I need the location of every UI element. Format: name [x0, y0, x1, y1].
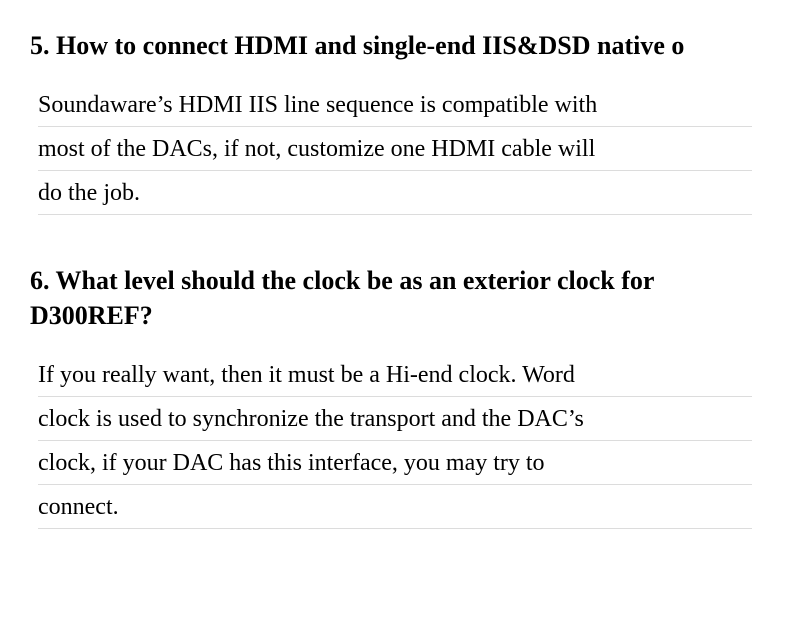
- faq-heading-5: 5. How to connect HDMI and single-end II…: [30, 28, 760, 63]
- body-line: most of the DACs, if not, customize one …: [38, 127, 752, 171]
- faq-body-5: Soundaware’s HDMI IIS line sequence is c…: [38, 83, 752, 215]
- body-line: do the job.: [38, 171, 752, 215]
- body-line: Soundaware’s HDMI IIS line sequence is c…: [38, 83, 752, 127]
- body-line: connect.: [38, 485, 752, 529]
- body-line: If you really want, then it must be a Hi…: [38, 353, 752, 397]
- body-line: clock is used to synchronize the transpo…: [38, 397, 752, 441]
- section-gap: [30, 215, 760, 263]
- faq-section-5: 5. How to connect HDMI and single-end II…: [30, 28, 760, 215]
- body-line: clock, if your DAC has this interface, y…: [38, 441, 752, 485]
- faq-body-6: If you really want, then it must be a Hi…: [38, 353, 752, 529]
- faq-section-6: 6. What level should the clock be as an …: [30, 263, 760, 529]
- faq-heading-6: 6. What level should the clock be as an …: [30, 263, 760, 333]
